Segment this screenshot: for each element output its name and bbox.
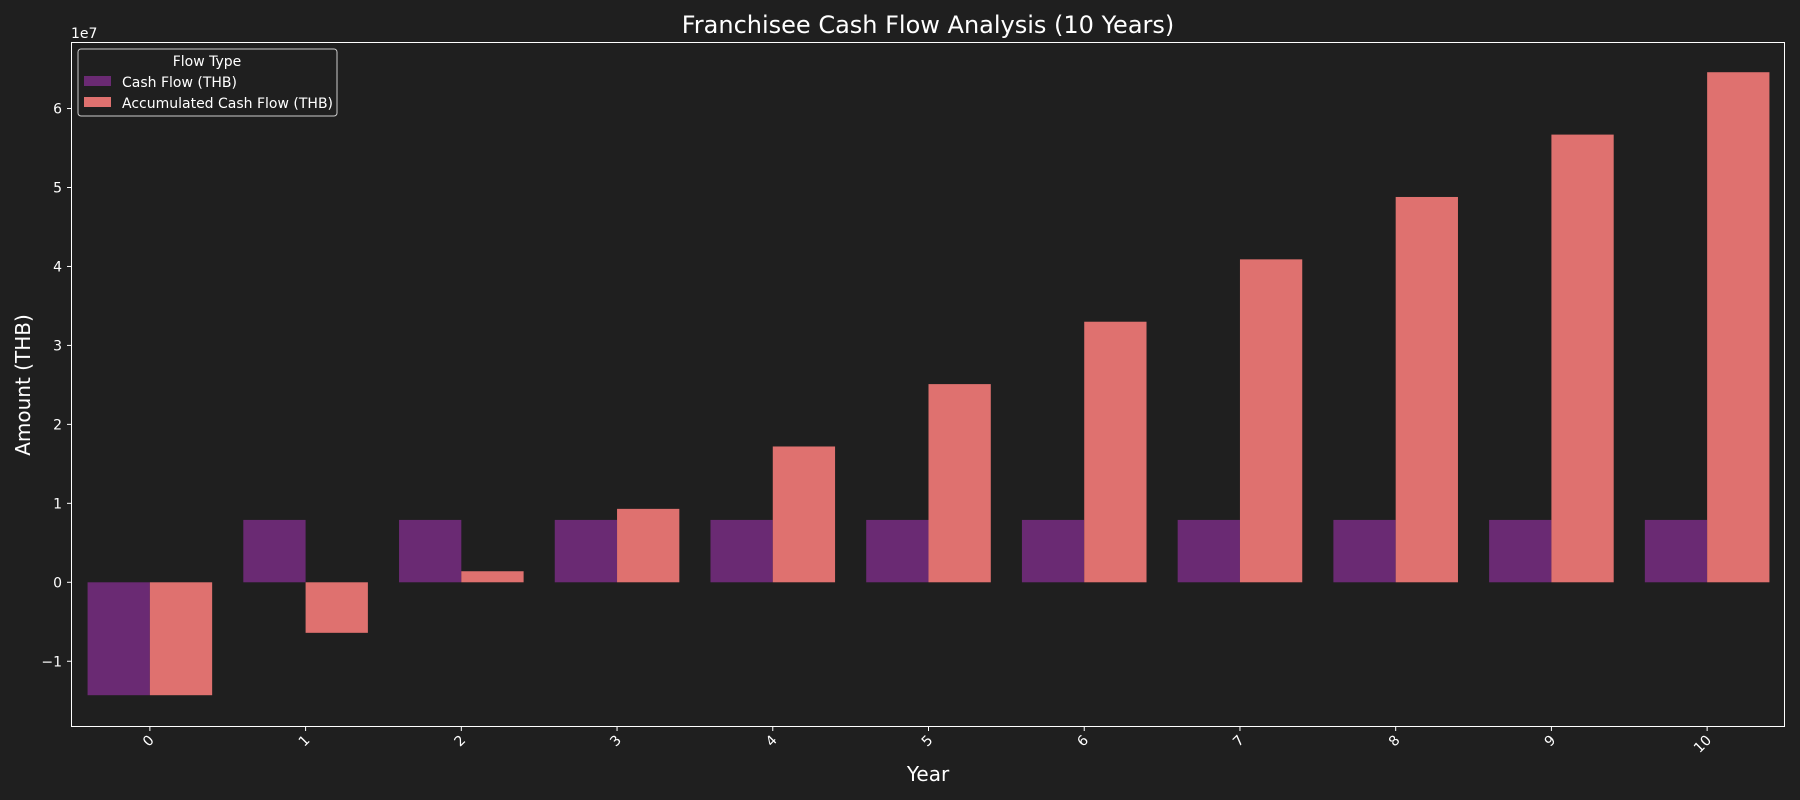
x-tick-label: 5 (919, 733, 937, 751)
legend-box (77, 48, 338, 117)
bar-accumulated-cash-flow-year-9 (1551, 134, 1614, 583)
y-tick-label: 0 (53, 575, 62, 591)
bar-accumulated-cash-flow-year-3 (617, 508, 680, 583)
bar-cash-flow-year-7 (1177, 519, 1240, 583)
legend: Flow Type Cash Flow (THB) Accumulated Ca… (77, 48, 338, 117)
bar-cash-flow-year-6 (1021, 519, 1085, 583)
x-tick-label: 6 (1074, 732, 1092, 750)
x-tick-label: 0 (140, 733, 158, 751)
legend-swatch-cash-flow (84, 76, 111, 86)
bar-accumulated-cash-flow-year-0 (149, 582, 213, 696)
bar-accumulated-cash-flow-year-7 (1239, 259, 1303, 583)
x-tick-label: 4 (763, 732, 781, 750)
bar-cash-flow-year-5 (866, 519, 929, 583)
bar-accumulated-cash-flow-year-6 (1084, 321, 1147, 583)
bar-accumulated-cash-flow-year-10 (1707, 72, 1770, 583)
y-axis-title: Amount (THB) (11, 314, 35, 456)
legend-label-accumulated-cash-flow: Accumulated Cash Flow (THB) (122, 96, 333, 112)
y-tick-label: 1 (53, 496, 62, 512)
y-tick-label: 3 (53, 338, 62, 354)
bar-cash-flow-year-1 (243, 519, 306, 583)
x-tick-label: 1 (296, 733, 314, 751)
bar-accumulated-cash-flow-year-2 (461, 571, 524, 583)
x-tick-label: 7 (1230, 733, 1248, 751)
bar-accumulated-cash-flow-year-4 (772, 446, 836, 583)
bar-accumulated-cash-flow-year-1 (305, 582, 368, 633)
legend-label-cash-flow: Cash Flow (THB) (122, 75, 237, 91)
y-tick-label: 2 (53, 417, 62, 433)
chart-title: Franchisee Cash Flow Analysis (10 Years) (682, 11, 1175, 39)
bar-accumulated-cash-flow-year-8 (1395, 196, 1458, 583)
y-tick-label: 6 (53, 102, 62, 118)
bar-cash-flow-year-4 (710, 519, 773, 583)
x-axis-title: Year (906, 762, 950, 786)
bar-accumulated-cash-flow-year-5 (928, 384, 991, 583)
y-tick-label: 4 (53, 259, 62, 275)
bar-cash-flow-year-3 (554, 519, 618, 583)
x-tick-label: 8 (1386, 733, 1404, 751)
x-tick-label: 2 (452, 733, 470, 751)
bars-layer (87, 72, 1770, 696)
x-tick-label: 9 (1542, 733, 1560, 751)
bar-cash-flow-year-0 (87, 582, 150, 696)
legend-title: Flow Type (173, 54, 242, 70)
legend-swatch-accumulated-cash-flow (84, 97, 111, 107)
y-tick-label: −1 (41, 654, 62, 670)
x-axis-ticks: 0 1 2 3 4 5 6 7 8 9 10 (140, 726, 1715, 756)
x-tick-label: 10 (1691, 733, 1715, 757)
bar-cash-flow-year-9 (1489, 519, 1552, 583)
x-tick-label: 3 (607, 733, 625, 751)
bar-cash-flow-year-2 (399, 519, 462, 583)
y-axis-multiplier: 1e7 (71, 26, 97, 42)
y-tick-label: 5 (53, 180, 62, 196)
y-axis-ticks: −1 0 1 2 3 4 5 6 (41, 102, 72, 670)
bar-cash-flow-year-8 (1333, 519, 1396, 583)
bar-cash-flow-year-10 (1644, 519, 1708, 583)
